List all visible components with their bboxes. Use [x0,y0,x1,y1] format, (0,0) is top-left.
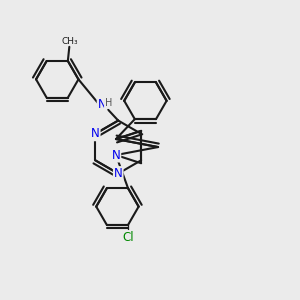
Text: H: H [105,98,112,108]
Text: Cl: Cl [122,231,134,244]
Text: CH₃: CH₃ [61,37,78,46]
Text: N: N [112,148,120,162]
Text: N: N [91,127,100,140]
Text: N: N [114,167,123,180]
Text: N: N [98,98,106,111]
